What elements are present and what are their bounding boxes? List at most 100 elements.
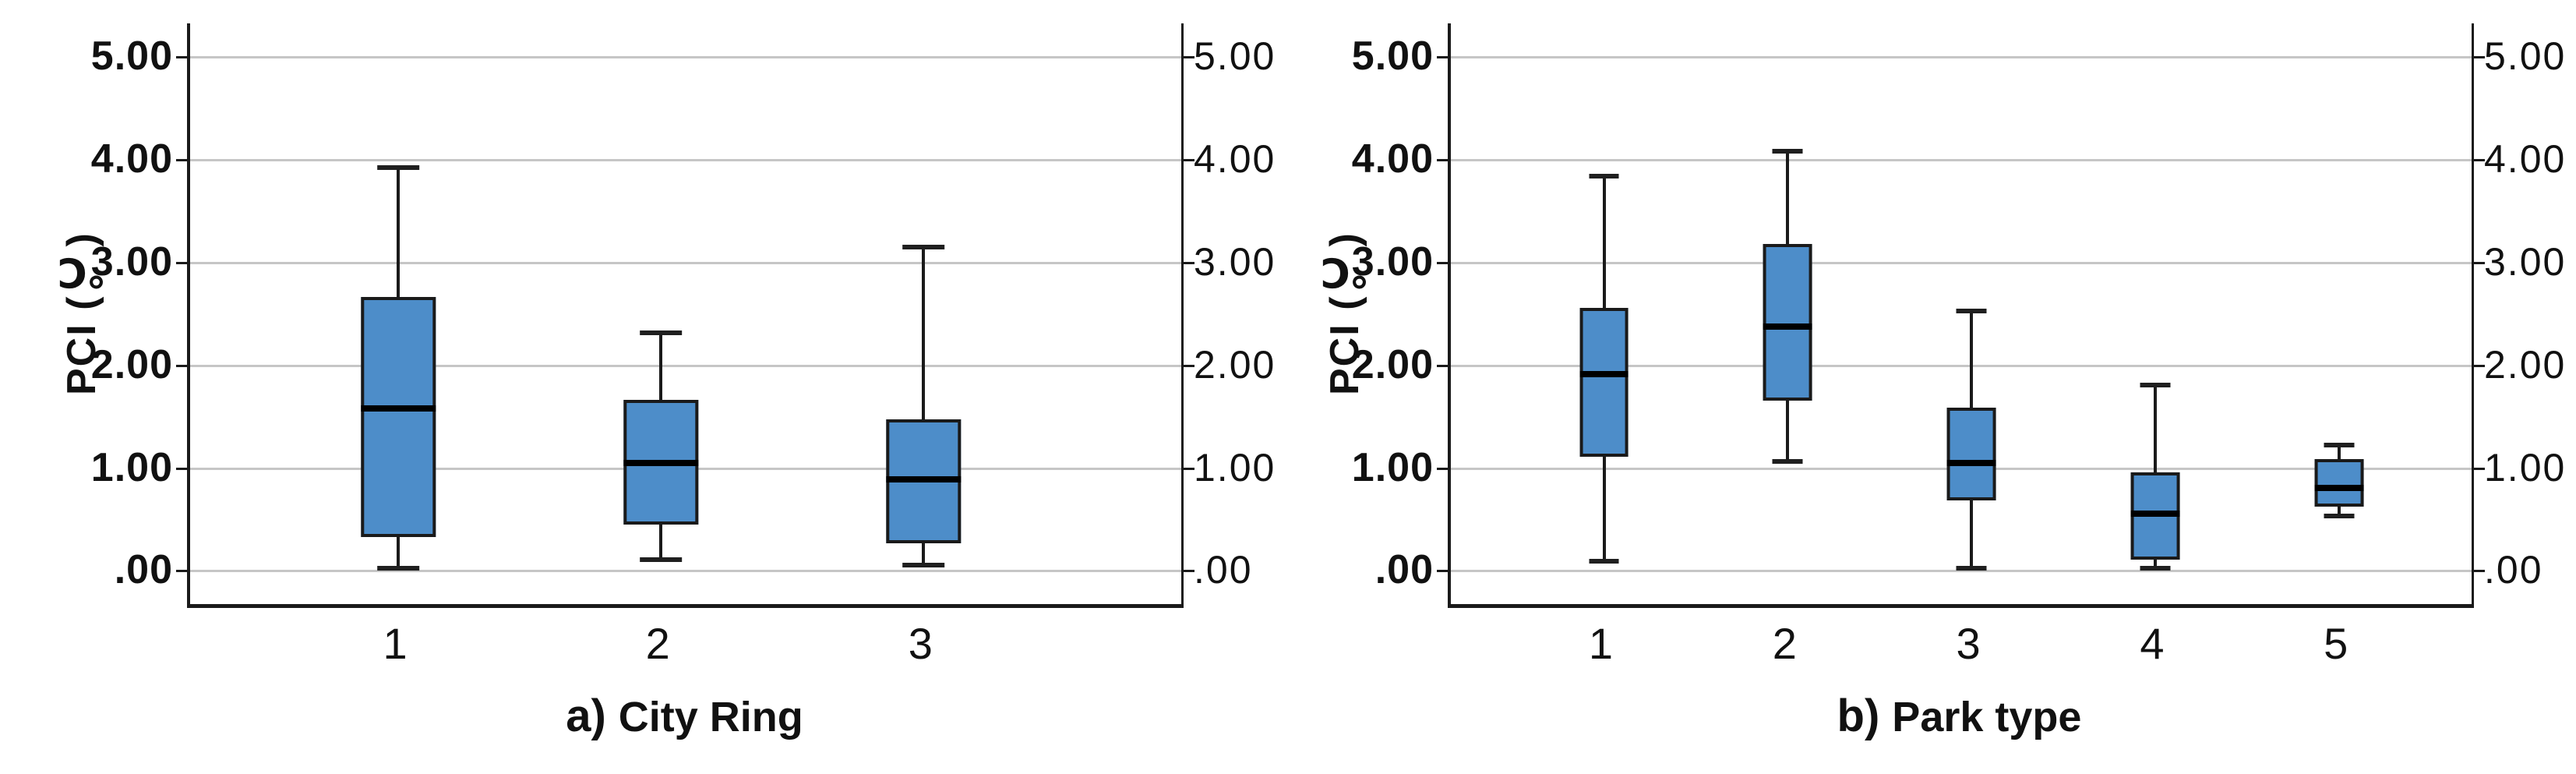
whisker-cap-bottom [1772,458,1803,464]
box [2314,459,2364,507]
x-tick-label: 3 [908,619,933,668]
y-tick-label: 2.00 [90,341,173,387]
whisker-cap-top [1956,309,1987,314]
median-line [1763,323,1812,330]
y-axis-tick [2474,261,2485,264]
chart-panel-city-ring: PCI (℃) .00 1.00 2.00 3.00 4.00 5.00 .00 1.00 2… [0,23,1286,741]
y-tick-label: 2.00 [1194,342,1276,387]
y-tick-label: 3.00 [2484,239,2567,284]
y-tick-label: 3.00 [90,239,173,285]
whisker-cap-bottom [640,557,682,563]
x-tick-label: 2 [1772,619,1797,668]
x-tick-label: 4 [2140,619,2165,668]
y-tick-label: 3.00 [1351,239,1434,285]
median-line [2130,510,2180,517]
y-axis-tick [1184,159,1194,162]
x-tick-label: 1 [383,619,408,668]
y-axis-tick-labels-left: .00 1.00 2.00 3.00 4.00 5.00 [1288,23,1434,604]
y-axis-tick [1184,364,1194,367]
y-axis-tick [2474,56,2485,59]
y-axis-tick-labels-left: .00 1.00 2.00 3.00 4.00 5.00 [0,23,173,604]
y-tick-label: 5.00 [1351,34,1434,80]
chart-caption: a) City Ring [41,690,1329,742]
plot-area [176,23,1194,608]
y-axis-tick [176,467,187,470]
y-tick-label: 1.00 [90,444,173,490]
caption-prefix: a) [566,691,606,741]
gridline [190,261,1181,264]
y-tick-label: 5.00 [90,34,173,80]
y-axis-tick [176,364,187,367]
y-axis-tick [2474,570,2485,573]
y-axis-tick [1437,364,1448,367]
whisker-cap-top [902,245,945,250]
median-line [886,476,961,483]
whisker-cap-bottom [1589,558,1619,564]
y-axis-tick [1184,570,1194,573]
box [361,296,436,538]
y-axis-tick [176,159,187,162]
gridline [1451,364,2472,367]
x-tick-label: 1 [1588,619,1614,668]
y-axis-tick [176,56,187,59]
caption-text: City Ring [618,694,803,740]
median-line [1946,460,1996,467]
box [1946,408,1996,500]
gridline [1451,56,2472,59]
y-axis-tick [2474,364,2485,367]
caption-prefix: b) [1837,691,1880,741]
gridline [1451,261,2472,264]
y-axis-tick-labels-right: .00 1.00 2.00 3.00 4.00 5.00 [1194,23,1286,604]
y-tick-label: 1.00 [1351,444,1434,490]
whisker-cap-bottom [2140,565,2171,571]
y-axis-tick [1184,467,1194,470]
y-axis-tick [176,261,187,264]
chart-panel-park-type: PCI (℃) .00 1.00 2.00 3.00 4.00 5.00 .00 1.00 2… [1288,0,2576,774]
median-line [1579,370,1629,377]
whisker-cap-top [1772,148,1803,154]
gridline [190,364,1181,367]
whisker-cap-top [1589,174,1619,179]
y-tick-label: 4.00 [1194,137,1276,182]
x-axis-tick-labels: 1 2 3 [187,618,1178,677]
y-tick-label: 4.00 [1351,136,1434,182]
chart-caption: b) Park type [1315,690,2576,742]
y-tick-label: 4.00 [90,136,173,182]
plot-area [1437,23,2485,608]
y-axis-tick [2474,159,2485,162]
whisker-cap-top [2140,383,2171,388]
y-tick-label: 2.00 [2484,342,2567,387]
x-axis-tick-labels: 1 2 3 4 5 [1448,618,2468,677]
gridline [190,570,1181,573]
box [1579,308,1629,458]
whisker-cap-top [377,164,419,170]
y-tick-label: .00 [1194,548,1253,592]
whisker-cap-bottom [902,562,945,567]
y-tick-label: 1.00 [2484,445,2567,489]
y-tick-label: 1.00 [1194,445,1276,489]
gridline [190,159,1181,162]
y-axis-tick [176,570,187,573]
x-tick-label: 2 [645,619,670,668]
whisker-line [922,247,926,565]
y-axis-tick [1184,56,1194,59]
y-axis-tick [1437,261,1448,264]
whisker-cap-top [640,330,682,335]
gridline [1451,159,2472,162]
y-tick-label: 5.00 [1194,34,1276,79]
caption-text: Park type [1892,694,2082,740]
whisker-cap-bottom [1956,565,1987,571]
y-axis-tick [1437,467,1448,470]
y-tick-label: .00 [114,547,173,593]
y-tick-label: .00 [2484,548,2543,592]
x-tick-label: 5 [2324,619,2348,668]
median-line [623,460,698,467]
gridline [1451,570,2472,573]
y-axis-tick [1437,570,1448,573]
y-tick-label: 5.00 [2484,34,2567,79]
whisker-cap-bottom [377,565,419,571]
median-line [2314,485,2364,491]
box [1763,244,1812,401]
x-tick-label: 3 [1956,619,1981,668]
median-line [361,405,436,412]
